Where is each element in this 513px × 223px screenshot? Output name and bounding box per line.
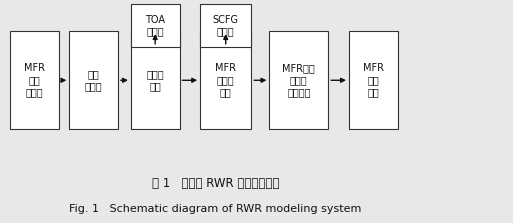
Bar — [349, 31, 398, 129]
Text: Fig. 1   Schematic diagram of RWR modeling system: Fig. 1 Schematic diagram of RWR modeling… — [69, 204, 362, 213]
Bar — [10, 31, 59, 129]
Bar — [200, 4, 251, 47]
Text: MFR
态势
显示: MFR 态势 显示 — [363, 63, 384, 97]
Text: MFR文法
参数和
状态估计: MFR文法 参数和 状态估计 — [283, 63, 315, 97]
Bar — [269, 31, 328, 129]
Text: TOA
模板库: TOA 模板库 — [145, 15, 165, 37]
Text: MFR
辐射源
识别: MFR 辐射源 识别 — [215, 63, 236, 97]
Text: SCFG
模板库: SCFG 模板库 — [213, 15, 239, 37]
Text: MFR
信号
模拟器: MFR 信号 模拟器 — [24, 63, 45, 97]
Bar — [131, 31, 180, 129]
Text: 雷达字
提取: 雷达字 提取 — [146, 69, 164, 91]
Bar — [69, 31, 118, 129]
Bar — [200, 31, 251, 129]
Text: 图 1   模式类 RWR 建模系统框图: 图 1 模式类 RWR 建模系统框图 — [152, 178, 279, 190]
Bar — [131, 4, 180, 47]
Text: 信号
分选器: 信号 分选器 — [85, 69, 103, 91]
